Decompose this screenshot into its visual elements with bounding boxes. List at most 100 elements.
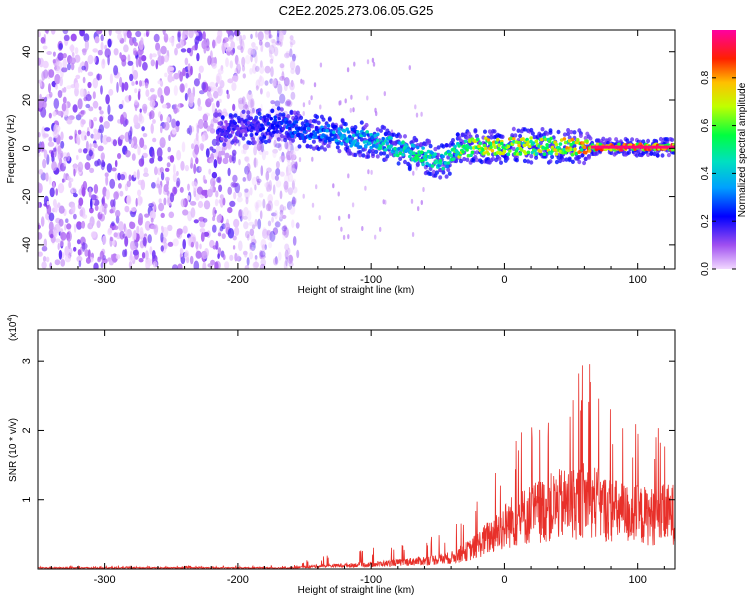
- spectrogram-noise-blob: [254, 53, 258, 64]
- spectrogram-noise-blob: [283, 206, 287, 211]
- spectrogram-noise-blob: [133, 42, 138, 47]
- spectrogram-noise-blob: [166, 116, 171, 123]
- spectrogram-noise-blob: [96, 30, 103, 35]
- spectrogram-noise-blob: [190, 207, 196, 218]
- colorbar-gradient: [712, 30, 736, 269]
- spectrogram-signal-cell: [394, 150, 399, 155]
- spectrogram-noise-blob: [291, 53, 296, 62]
- spectrogram-noise-blob: [236, 196, 243, 203]
- spectrogram-signal-cell: [506, 152, 511, 156]
- spectrogram-signal-halo: [572, 143, 577, 149]
- spectrogram-signal-halo: [327, 117, 332, 122]
- spectrogram-noise-blob: [242, 73, 246, 79]
- spectrogram-signal-cell: [545, 143, 549, 147]
- spectrogram-noise-blob: [273, 78, 279, 89]
- spectrogram-signal-halo: [252, 140, 257, 145]
- spectrogram-noise-blob: [292, 186, 298, 194]
- spectrogram-noise-blob: [94, 36, 100, 44]
- spectrogram-noise-blob: [180, 256, 186, 265]
- spectrogram-noise-blob: [137, 48, 144, 55]
- spectrogram-noise-blob: [193, 78, 200, 87]
- spectrogram-noise-blob: [96, 220, 101, 229]
- spectrogram-noise-blob: [159, 114, 163, 122]
- spectrogram-noise-blob: [249, 251, 253, 260]
- spectrogram-signal-cell: [534, 139, 539, 143]
- spectrogram-noise-blob: [244, 188, 250, 200]
- spectrogram-noise-blob: [163, 86, 171, 96]
- spectrogram-x-axis-label: Height of straight line (km): [298, 285, 415, 296]
- spectrogram-signal-halo: [522, 158, 527, 164]
- spectrogram-noise-blob: [202, 113, 208, 122]
- spectrogram-signal-halo: [358, 149, 363, 155]
- spectrogram-noise-blob: [244, 188, 249, 193]
- spectrogram-signal-cell: [241, 128, 245, 133]
- spectrogram-noise-blob: [60, 231, 67, 241]
- spectrogram-noise-blob: [195, 241, 199, 250]
- spectrogram-noise-blob: [73, 193, 78, 198]
- spectrogram-noise-blob: [278, 32, 285, 43]
- spectrogram-noise-blob: [131, 153, 136, 161]
- spectrogram-noise-blob: [71, 52, 75, 57]
- spectrogram-noise-blob: [195, 250, 202, 259]
- spectrogram-noise-blob: [279, 171, 285, 177]
- spectrogram-noise-blob: [214, 261, 219, 269]
- spectrogram-signal-halo: [241, 109, 246, 115]
- spectrogram-noise-blob: [247, 170, 252, 182]
- spectrogram-noise-blob: [41, 71, 46, 81]
- spectrogram-noise-blob: [123, 81, 129, 91]
- spectrogram-noise-blob: [254, 204, 260, 213]
- spectrogram-y-axis-label: Frequency (Hz): [6, 115, 17, 184]
- spectrogram-noise-blob: [283, 224, 287, 230]
- spectrogram-noise-blob: [48, 69, 55, 78]
- spectrogram-signal-halo: [459, 158, 463, 164]
- spectrogram-signal-cell: [412, 144, 416, 148]
- spectrogram-noise-blob: [230, 41, 236, 50]
- spectrogram-signal-halo: [316, 120, 321, 126]
- spectrogram-signal-halo: [436, 145, 441, 150]
- spectrogram-signal-halo: [526, 159, 531, 164]
- spectrogram-noise-blob: [250, 98, 255, 109]
- spectrogram-noise-blob: [268, 241, 273, 249]
- spectrogram-noise-blob: [121, 59, 127, 67]
- spectrogram-signal-cell: [224, 120, 228, 124]
- spectrogram-signal-halo: [403, 159, 407, 165]
- spectrogram-noise-blob: [274, 100, 281, 107]
- spectrogram-noise-blob: [73, 168, 76, 177]
- spectrogram-noise-blob: [290, 91, 296, 100]
- spectrogram-noise-blob: [78, 148, 83, 153]
- spectrogram-noise-blob: [212, 206, 217, 218]
- spectrogram-signal-halo: [564, 157, 569, 162]
- spectrogram-noise-blob: [346, 67, 350, 73]
- spectrogram-noise-blob: [141, 55, 147, 62]
- spectrogram-noise-blob: [150, 123, 154, 134]
- spectrogram-noise-blob: [127, 54, 131, 63]
- spectrogram-noise-blob: [289, 48, 293, 58]
- spectrogram-signal-halo: [455, 132, 460, 137]
- spectrogram-noise-blob: [198, 65, 204, 73]
- spectrogram-noise-blob: [68, 181, 72, 189]
- spectrogram-signal-cell: [276, 124, 280, 128]
- spectrogram-noise-blob: [173, 186, 178, 195]
- spectrogram-signal-cell: [376, 138, 380, 143]
- spectrogram-signal-halo: [548, 159, 553, 164]
- spectrogram-signal-cell: [468, 139, 472, 144]
- spectrogram-noise-blob: [371, 57, 375, 63]
- spectrogram-noise-blob: [238, 99, 245, 110]
- spectrogram-noise-blob: [112, 239, 116, 246]
- spectrogram-noise-blob: [246, 257, 250, 266]
- spectrogram-noise-blob: [250, 234, 255, 243]
- spectrogram-noise-blob: [103, 206, 107, 216]
- spectrogram-noise-blob: [92, 91, 96, 100]
- spectrogram-signal-halo: [411, 139, 415, 144]
- spectrogram-noise-blob: [167, 224, 173, 232]
- spectrogram-noise-blob: [103, 121, 110, 129]
- spectrogram-noise-blob: [271, 39, 276, 49]
- spectrogram-noise-blob: [217, 68, 224, 75]
- spectrogram-signal-halo: [375, 127, 380, 132]
- spectrogram-noise-blob: [215, 82, 218, 88]
- spectrogram-noise-blob: [361, 226, 364, 231]
- spectrogram-noise-blob: [242, 146, 247, 155]
- spectrogram-noise-blob: [195, 193, 200, 201]
- spectrogram-noise-blob: [137, 195, 143, 206]
- spectrogram-noise-blob: [287, 254, 294, 264]
